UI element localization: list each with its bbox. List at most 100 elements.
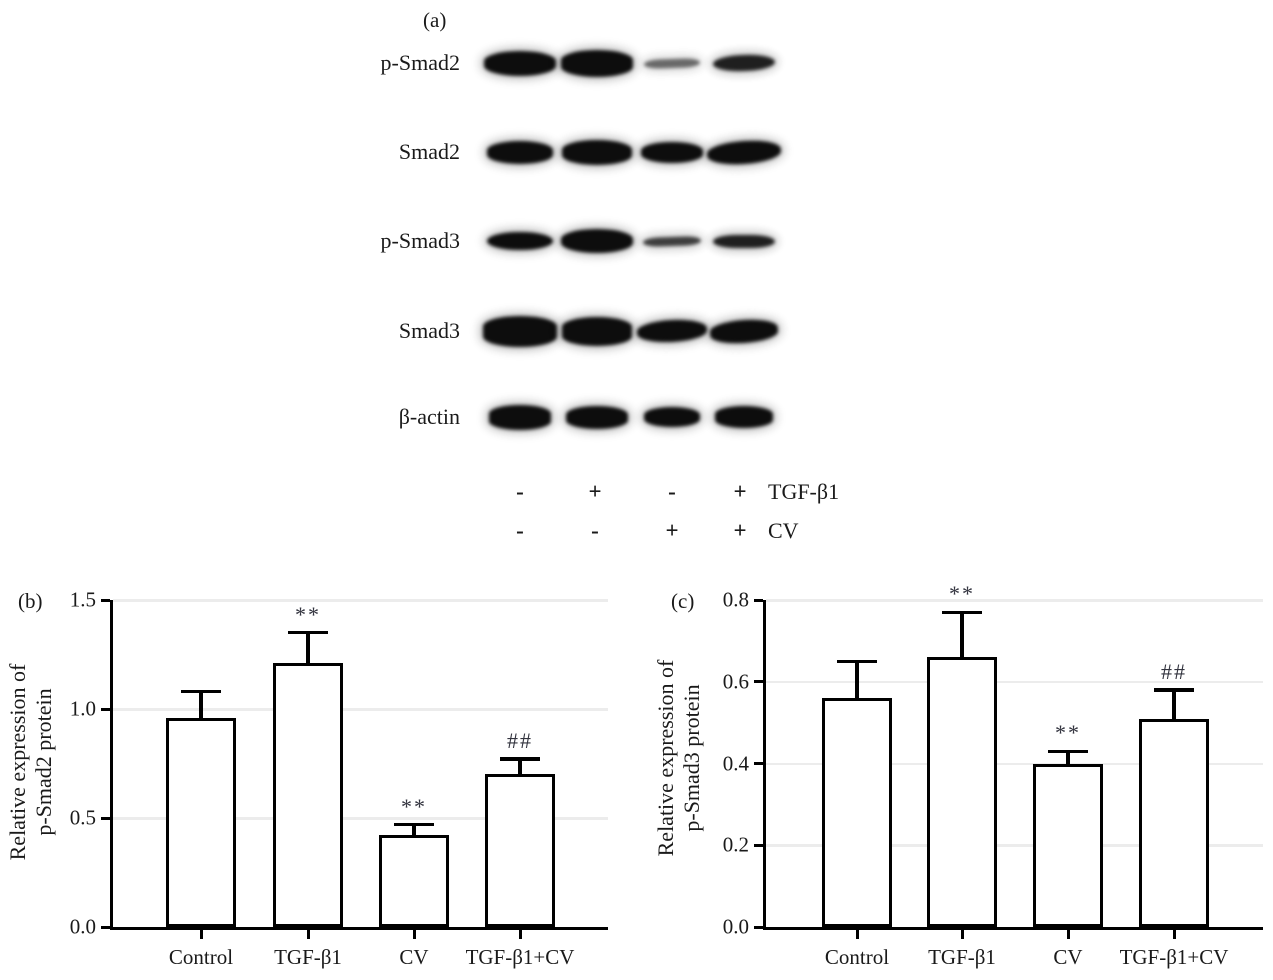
y-axis-tick-label: 0.2 (722, 832, 749, 857)
treatment-sign: - (516, 518, 524, 543)
treatment-sign: + (588, 479, 602, 504)
blot-band (484, 50, 556, 76)
significance-marker: ** (401, 793, 427, 819)
treatment-name: TGF-β1 (768, 479, 840, 504)
x-axis-tick (960, 930, 964, 939)
blot-band (562, 316, 632, 346)
chart-c-y-axis-title-line1: Relative expression of (653, 659, 679, 857)
chart-c-y-axis-title-line2: p-Smad3 protein (679, 684, 704, 832)
error-bar-stem (960, 612, 964, 661)
x-axis-tick (306, 930, 310, 939)
gridline (113, 599, 608, 602)
treatment-sign: - (591, 518, 599, 543)
x-axis-category-label: TGF-β1+CV (465, 945, 575, 969)
gridline (766, 599, 1263, 602)
y-axis-tick-label: 1.0 (69, 696, 96, 721)
panel-b-label: (b) (18, 589, 43, 613)
y-axis-tick-label: 0.0 (69, 914, 96, 939)
blot-band (643, 57, 701, 69)
panel-a-label: (a) (423, 8, 447, 32)
blot-row-label: p-Smad3 (380, 228, 460, 253)
x-axis-tick (1172, 930, 1176, 939)
x-axis-category-label: TGF-β1 (274, 945, 342, 969)
significance-marker: ## (507, 728, 533, 754)
y-axis-tick (754, 680, 763, 684)
chart-c-y-axis-title: Relative expression of p-Smad3 protein (653, 660, 705, 857)
treatment-sign: + (733, 479, 747, 504)
chart-b-y-axis-title: Relative expression of p-Smad2 protein (5, 664, 57, 861)
blot-band (706, 137, 782, 167)
error-bar-cap (942, 610, 982, 615)
blot-band (636, 318, 708, 344)
error-bar-stem (518, 759, 522, 778)
western-blot-panel: p-Smad2 Smad2 p-Smad3 Smad3 β-actin - + - + TGF-β… (380, 49, 840, 543)
error-bar-stem (199, 691, 203, 721)
blot-band (713, 234, 775, 248)
x-axis-category-label: TGF-β1+CV (1119, 945, 1229, 969)
blot-band (566, 405, 628, 429)
blot-band (561, 229, 633, 253)
x-axis-tick (1066, 930, 1070, 939)
x-axis-tick (199, 930, 203, 939)
bar-TGF-β1+CV (485, 774, 555, 927)
x-axis-tick (855, 930, 859, 939)
gridline (113, 817, 608, 820)
blot-band (489, 404, 551, 430)
bar-TGF-β1 (273, 663, 343, 927)
x-axis-category-label: CV (1053, 945, 1083, 969)
bar-Control (166, 717, 236, 927)
bar-TGF-β1+CV (1139, 718, 1209, 927)
blot-band (642, 235, 702, 247)
blot-row-label: β-actin (398, 404, 460, 429)
blot-band (562, 139, 632, 165)
error-bar-cap (837, 659, 877, 664)
error-bar-cap (1048, 749, 1088, 753)
gridline (113, 708, 608, 711)
y-axis-tick-label: 0.5 (69, 805, 96, 830)
y-axis-tick-label: 0.8 (722, 587, 749, 612)
error-bar-cap (1154, 688, 1194, 692)
panel-c-label: (c) (671, 589, 695, 613)
blot-band (487, 232, 553, 250)
blot-band (487, 140, 553, 164)
blot-row-label: Smad3 (398, 318, 460, 343)
error-bar-cap (394, 822, 434, 827)
gridline (766, 680, 1263, 684)
y-axis-tick-label: 1.5 (69, 587, 96, 612)
blot-band (709, 317, 779, 345)
blot-band (715, 406, 773, 428)
bar-chart-p-smad2: 0.0 0.5 1.0 1.5 Control ** TGF-β1 ** CV ## TGF-β1+… (70, 588, 608, 969)
error-bar-cap (288, 630, 328, 635)
bar-CV (1033, 763, 1103, 927)
blot-band (712, 53, 776, 73)
error-bar-stem (1066, 751, 1070, 767)
treatment-name: CV (768, 518, 799, 543)
blot-band (561, 49, 633, 77)
bar-Control (822, 698, 892, 927)
y-axis-tick (101, 816, 110, 820)
significance-marker: ## (1161, 658, 1187, 684)
treatment-sign: + (665, 518, 679, 543)
error-bar-stem (412, 824, 416, 839)
chart-b-y-axis-title-line1: Relative expression of (5, 663, 31, 861)
treatment-sign: - (516, 479, 524, 504)
significance-marker: ** (949, 581, 975, 607)
x-axis-category-label: CV (399, 945, 429, 969)
error-bar-stem (855, 661, 859, 702)
blot-band (641, 141, 703, 163)
blot-band (644, 407, 700, 427)
bar-CV (379, 835, 449, 927)
x-axis-tick (412, 930, 416, 939)
error-bar-stem (306, 632, 310, 667)
y-axis-tick (101, 707, 110, 711)
error-bar-cap (500, 757, 540, 761)
treatment-sign: - (668, 479, 676, 504)
y-axis-tick-label: 0.6 (722, 669, 749, 694)
y-axis-tick (754, 925, 763, 929)
chart-b-y-axis-title-line2: p-Smad2 protein (31, 688, 56, 836)
error-bar-stem (1172, 689, 1176, 722)
significance-marker: ** (295, 601, 321, 627)
y-axis-tick (754, 598, 763, 602)
y-axis-tick (101, 598, 110, 602)
